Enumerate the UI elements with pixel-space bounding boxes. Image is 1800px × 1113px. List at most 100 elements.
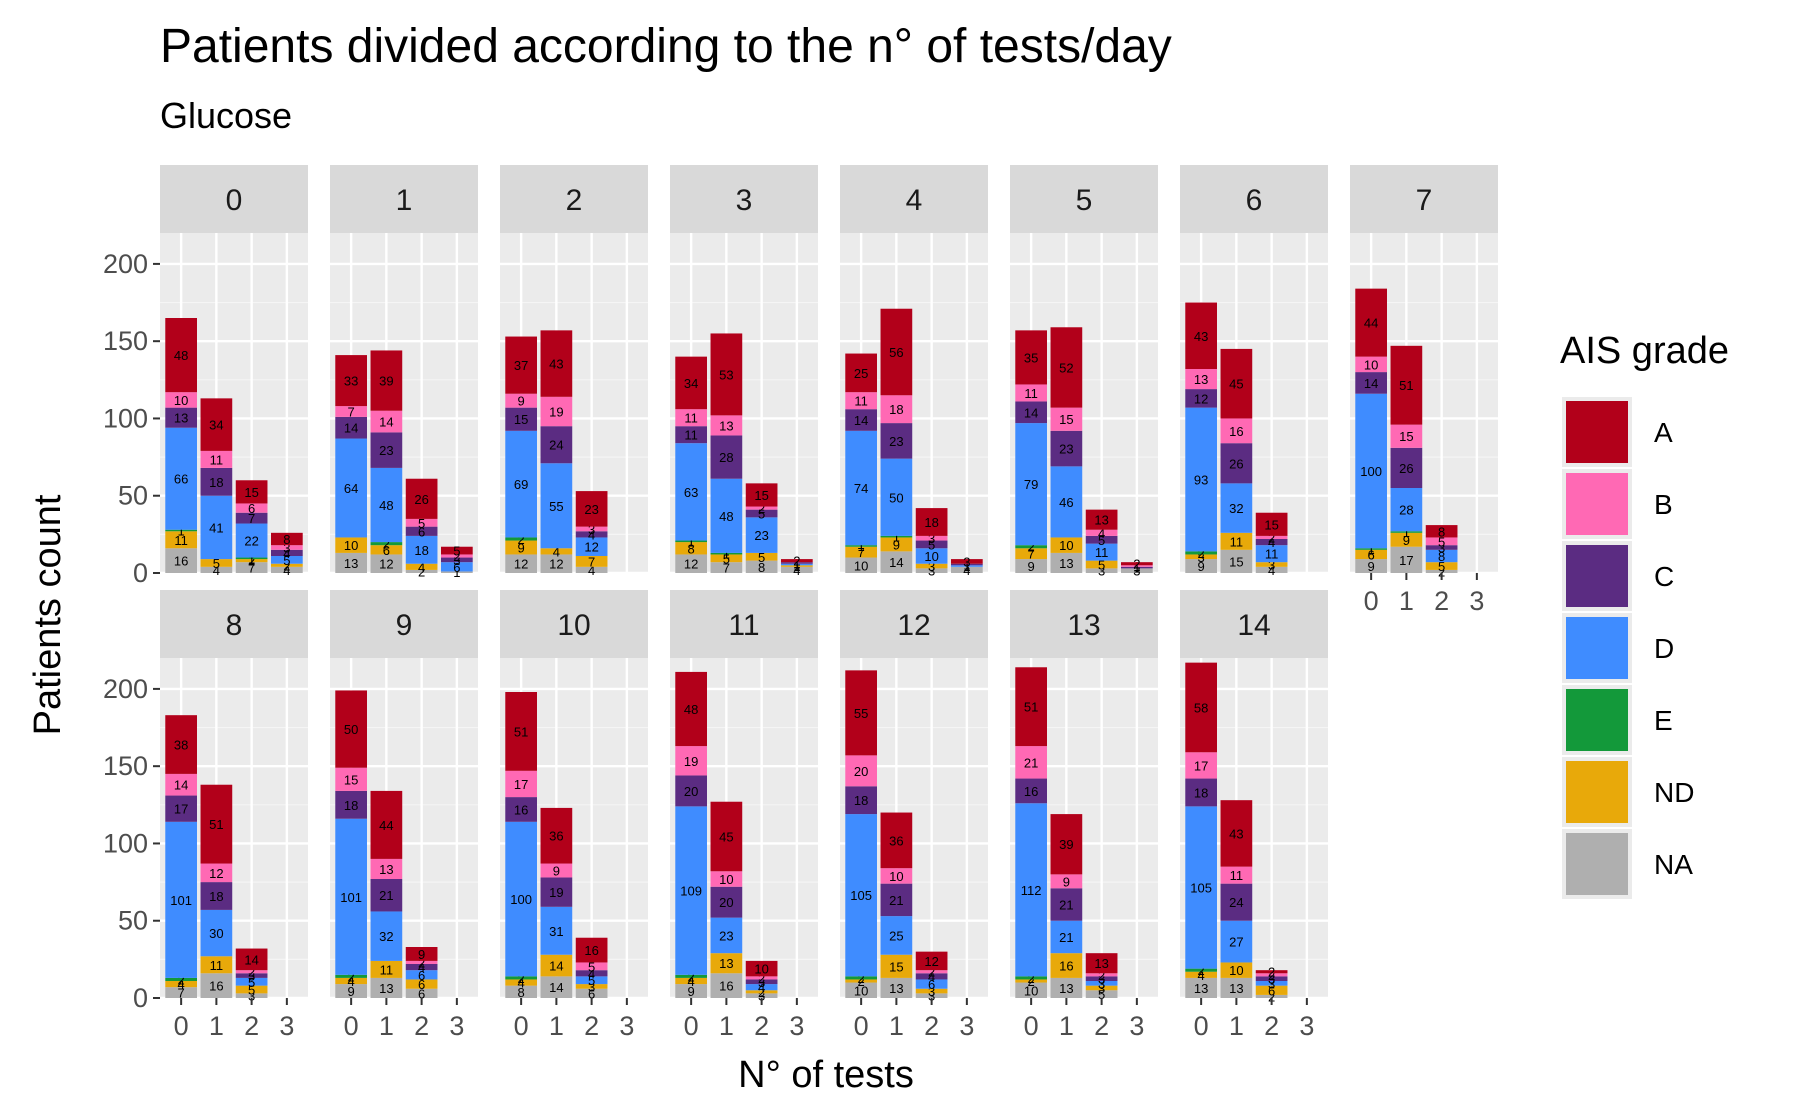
bar-segment-d [1425,549,1458,563]
bar-segment-e [505,537,537,541]
legend-label: ND [1654,777,1694,808]
bar-segment-label: 14 [854,413,868,428]
bar-segment-c [165,795,197,822]
facet-strip-label: 2 [566,184,583,217]
legend-swatch [1566,473,1628,535]
bar-segment-label: 2 [1268,530,1275,545]
bar-segment-label: 2 [858,974,865,989]
bar-segment-d [540,463,573,549]
legend-swatch [1566,545,1628,607]
bar-segment-e [335,974,367,978]
chart-subtitle: Glucose [160,95,292,136]
bar-segment-e [845,545,877,547]
facet-strip-label: 8 [226,609,243,642]
bar-segment-label: 2 [383,537,390,552]
bar-segment-label: 14 [549,980,563,995]
bar-segment-b [710,415,743,436]
bar-segment-na [540,554,573,573]
bar-segment-label: 13 [379,862,393,877]
bar-segment-label: 39 [379,374,393,389]
bar-segment-d [845,814,877,977]
bar-segment-na [1185,559,1217,573]
bar-segment-c [710,886,743,918]
bar-segment-label: 3 [248,969,255,984]
bar-segment-a [441,546,473,555]
bar-segment-e [845,976,877,980]
facet-panels: 0161116613104845411811347212276154254380… [103,165,1498,1041]
bar-segment-label: 9 [1403,533,1410,548]
bar-segment-c [951,563,983,566]
bar-segment-label: 1 [793,556,800,571]
bar-segment-label: 66 [174,472,188,487]
bar-segment-label: 5 [1438,559,1445,574]
bar-segment-label: 53 [719,367,733,382]
y-tick-label: 100 [103,828,148,858]
bar-segment-a [200,784,233,864]
bar-segment-label: 36 [549,829,563,844]
facet-strip-label: 10 [557,609,590,642]
bar-segment-label: 8 [688,541,695,556]
bar-segment-label: 3 [928,989,935,1004]
bar-segment-label: 11 [380,962,394,977]
bar-segment-nd [710,554,743,563]
bar-segment-a [405,947,438,961]
bar-segment-nd [335,537,367,553]
bar-segment-a [1085,953,1118,974]
legend-item-e: E [1562,685,1673,755]
bar-segment-d [1220,920,1253,963]
bar-segment-nd [915,988,948,994]
bar-segment-label: 1 [248,551,255,566]
bar-segment-label: 7 [588,554,595,569]
bar-segment-a [1255,512,1288,536]
bar-segment-a [1255,970,1288,974]
bar-segment-a [1390,345,1423,425]
bar-segment-label: 18 [854,793,868,808]
legend-swatch [1566,689,1628,751]
facet-strip [500,165,648,233]
x-tick-label: 2 [754,1011,769,1041]
x-tick-label: 2 [584,1011,599,1041]
bar-segment-a [675,356,707,410]
bar-segment-b [200,450,233,468]
bar-segment-nd [745,990,778,994]
bar-segment-label: 15 [1229,554,1243,569]
bar-segment-label: 9 [518,394,525,409]
bar-segment-label: 50 [889,490,903,505]
bar-segment-a [540,807,573,864]
bar-segment-c [235,973,268,978]
bar-segment-label: 101 [340,890,362,905]
bar-segment-label: 1 [453,565,460,580]
bar-segment-label: 3 [588,522,595,537]
bar-segment-label: 15 [754,488,768,503]
bar-segment-label: 32 [1229,501,1243,516]
bar-segment-b [845,755,877,787]
bar-segment-label: 1 [1403,525,1410,540]
bar-segment-e [505,976,537,980]
bar-segment-label: 5 [1098,533,1105,548]
bar-segment-nd [505,540,537,555]
bar-segment-e [1015,545,1047,549]
bar-segment-e [880,535,913,538]
facet-strip-label: 9 [396,609,413,642]
x-tick-label: 0 [344,1011,359,1041]
bar-segment-label: 19 [549,405,563,420]
bar-segment-label: 2 [793,554,800,569]
x-tick-label: 2 [1264,1011,1279,1041]
bar-segment-label: 2 [418,955,425,970]
bar-segment-a [505,336,537,394]
bar-segment-label: 9 [688,984,695,999]
bar-segment-d [880,916,913,955]
bar-segment-label: 2 [1028,540,1035,555]
bar-segment-label: 5 [588,973,595,988]
bar-segment-d [880,458,913,536]
bar-segment-c [1015,778,1047,804]
bar-segment-label: 1 [723,547,730,562]
bar-segment-na [200,973,233,998]
bar-segment-label: 16 [584,943,598,958]
bar-segment-na [675,554,707,573]
bar-segment-label: 44 [379,818,393,833]
bar-segment-b [1085,973,1118,977]
bar-segment-nd [1425,562,1458,570]
bar-segment-a [335,355,367,407]
bar-segment-label: 13 [174,411,188,426]
